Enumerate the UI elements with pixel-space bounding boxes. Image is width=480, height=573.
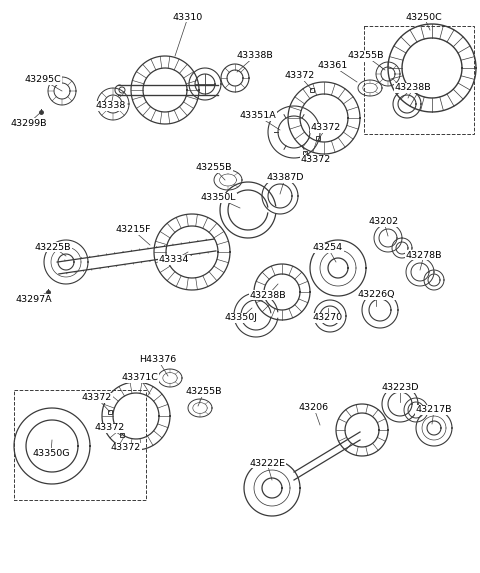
Text: 43225B: 43225B — [35, 242, 71, 252]
Text: 43372: 43372 — [95, 423, 125, 433]
Text: 43295C: 43295C — [24, 76, 61, 84]
Text: H43376: H43376 — [139, 355, 177, 364]
Text: 43361: 43361 — [318, 61, 348, 70]
Text: 43351A: 43351A — [240, 112, 276, 120]
Text: 43338: 43338 — [96, 101, 126, 111]
Text: 43372: 43372 — [111, 444, 141, 453]
Text: 43278B: 43278B — [406, 250, 442, 260]
Text: 43206: 43206 — [299, 403, 329, 413]
Text: 43310: 43310 — [173, 13, 203, 22]
Text: 43350L: 43350L — [200, 194, 236, 202]
Text: 43299B: 43299B — [11, 119, 47, 128]
Text: 43350J: 43350J — [225, 313, 257, 323]
Text: 43226Q: 43226Q — [357, 291, 395, 300]
Text: 43372: 43372 — [285, 72, 315, 80]
Text: 43223D: 43223D — [381, 383, 419, 393]
Text: 43250C: 43250C — [406, 13, 443, 22]
Text: 43371C: 43371C — [121, 374, 158, 383]
Text: 43238B: 43238B — [395, 84, 432, 92]
Text: 43372: 43372 — [311, 124, 341, 132]
Text: 43297A: 43297A — [16, 295, 52, 304]
Text: 43217B: 43217B — [416, 406, 452, 414]
Text: 43255B: 43255B — [186, 387, 222, 397]
Text: 43338B: 43338B — [237, 52, 274, 61]
Text: 43254: 43254 — [313, 244, 343, 253]
Bar — [14, 390, 146, 500]
Text: 43270: 43270 — [313, 313, 343, 323]
Text: 43372: 43372 — [82, 394, 112, 402]
Text: 43202: 43202 — [369, 218, 399, 226]
Text: 43350G: 43350G — [32, 449, 70, 457]
Text: 43222E: 43222E — [249, 458, 285, 468]
Text: 43255B: 43255B — [348, 52, 384, 61]
Text: 43334: 43334 — [159, 256, 189, 265]
Text: 43215F: 43215F — [115, 226, 151, 234]
Text: 43255B: 43255B — [196, 163, 232, 172]
Text: 43387D: 43387D — [266, 174, 304, 182]
Text: 43372: 43372 — [301, 155, 331, 164]
Text: 43238B: 43238B — [250, 291, 286, 300]
Bar — [364, 26, 474, 134]
